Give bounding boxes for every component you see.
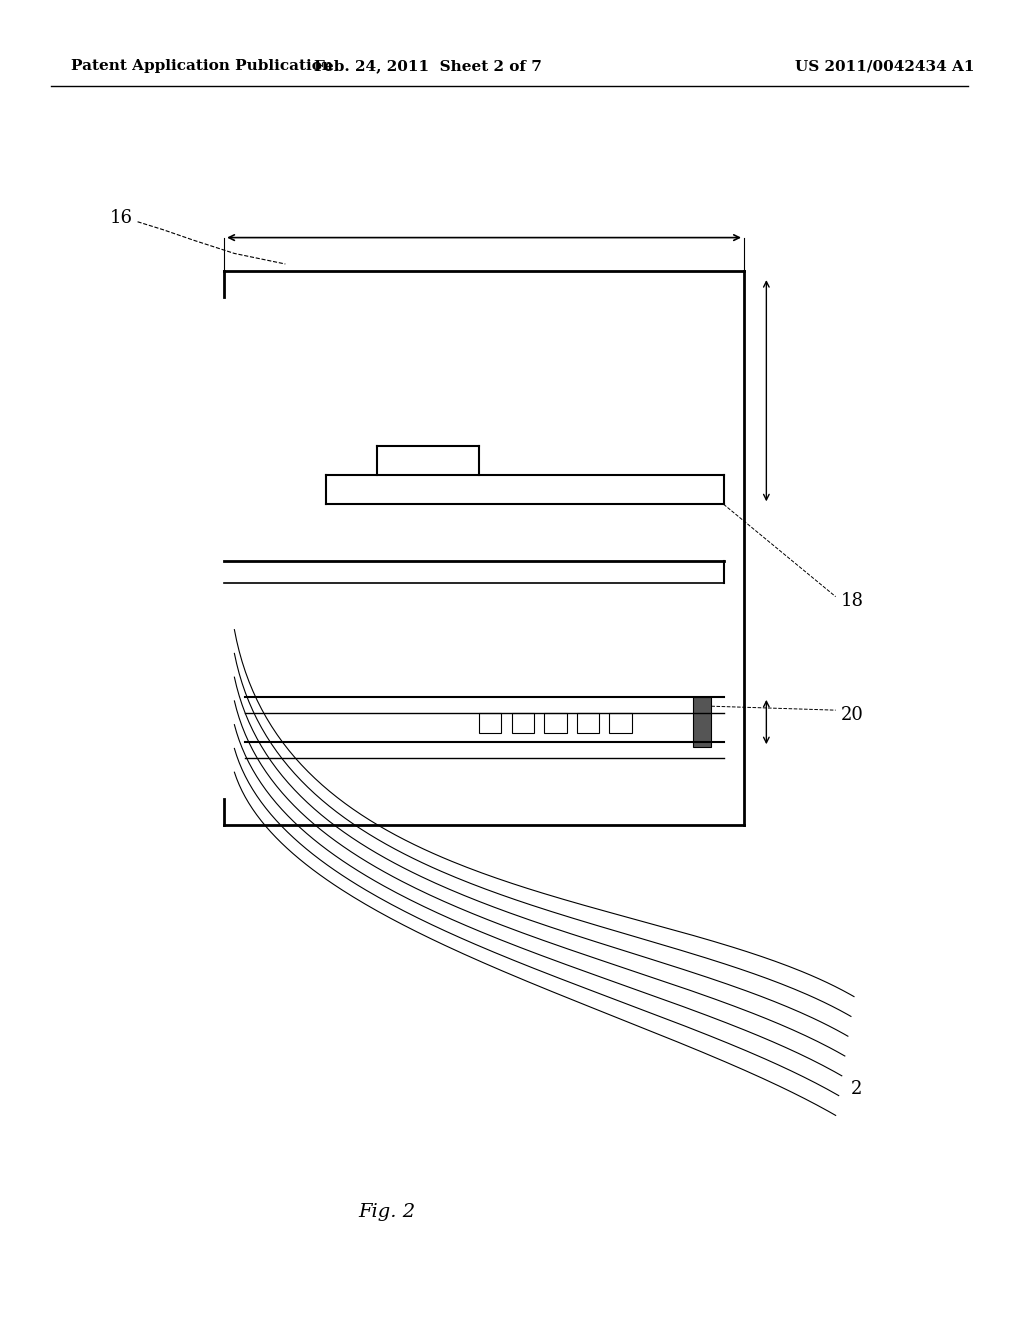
Text: 20: 20 (841, 706, 863, 725)
Text: Patent Application Publication: Patent Application Publication (72, 59, 334, 74)
Text: 16: 16 (110, 209, 132, 227)
Text: 2: 2 (851, 1080, 862, 1098)
Text: Fig. 2: Fig. 2 (358, 1203, 416, 1221)
Bar (479, 713, 502, 733)
Bar (577, 713, 599, 733)
Text: Feb. 24, 2011  Sheet 2 of 7: Feb. 24, 2011 Sheet 2 of 7 (314, 59, 542, 74)
Bar (512, 713, 534, 733)
Text: 18: 18 (841, 591, 864, 610)
Bar (544, 713, 566, 733)
Bar (609, 713, 632, 733)
Text: US 2011/0042434 A1: US 2011/0042434 A1 (795, 59, 975, 74)
Bar (693, 697, 712, 747)
